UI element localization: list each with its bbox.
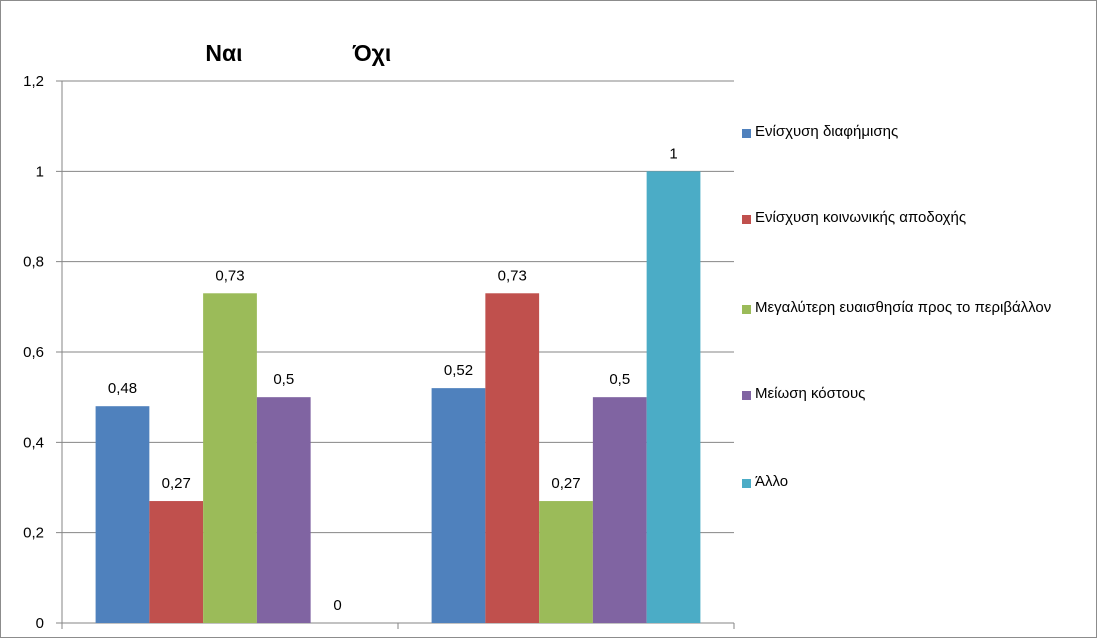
bar xyxy=(256,397,311,623)
data-label: 0,27 xyxy=(162,475,191,492)
legend-label: Ενίσχυση κοινωνικής αποδοχής xyxy=(755,209,967,226)
bar xyxy=(485,293,540,623)
legend-swatch xyxy=(742,479,751,488)
legend-item: Μεγαλύτερη ευαισθησία προς το περιβάλλον xyxy=(742,299,1075,320)
legend-label: Ενίσχυση διαφήμισης xyxy=(755,123,899,140)
data-label: 1 xyxy=(669,145,677,162)
data-label: 0,73 xyxy=(215,267,244,284)
legend-swatch xyxy=(742,391,751,400)
y-tick-label: 0,4 xyxy=(23,434,44,451)
legend-swatch xyxy=(742,129,751,138)
data-label: 0,27 xyxy=(551,475,580,492)
y-tick-label: 1 xyxy=(36,163,44,180)
legend-item: Άλλο xyxy=(742,473,1075,494)
bar xyxy=(431,388,486,623)
legend-label: Άλλο xyxy=(755,473,789,490)
legend-swatch xyxy=(742,215,751,224)
y-tick-label: 0,2 xyxy=(23,525,44,542)
category-title-1: Όχι xyxy=(352,40,392,66)
y-tick-label: 0 xyxy=(36,615,44,632)
data-label: 0,52 xyxy=(444,362,473,379)
bar xyxy=(149,501,204,623)
bar xyxy=(539,501,593,623)
bar xyxy=(203,293,257,623)
legend-label: Μεγαλύτερη ευαισθησία προς το περιβάλλον xyxy=(755,299,1052,316)
y-tick-label: 0,8 xyxy=(23,254,44,271)
y-tick-label: 1,2 xyxy=(23,73,44,90)
bar xyxy=(592,397,647,623)
legend-item: Μείωση κόστους xyxy=(742,385,1075,406)
data-label: 0 xyxy=(333,597,341,614)
data-label: 0,48 xyxy=(108,380,137,397)
data-label: 0,73 xyxy=(498,267,527,284)
legend-label: Μείωση κόστους xyxy=(755,385,866,402)
y-tick-label: 0,6 xyxy=(23,344,44,361)
category-title-0: Ναι xyxy=(205,40,243,66)
legend-swatch xyxy=(742,305,751,314)
bar xyxy=(95,406,150,623)
data-label: 0,5 xyxy=(609,371,630,388)
legend-item: Ενίσχυση διαφήμισης xyxy=(742,123,1075,144)
legend-item: Ενίσχυση κοινωνικής αποδοχής xyxy=(742,209,1075,230)
data-label: 0,5 xyxy=(273,371,294,388)
bar xyxy=(646,171,701,624)
